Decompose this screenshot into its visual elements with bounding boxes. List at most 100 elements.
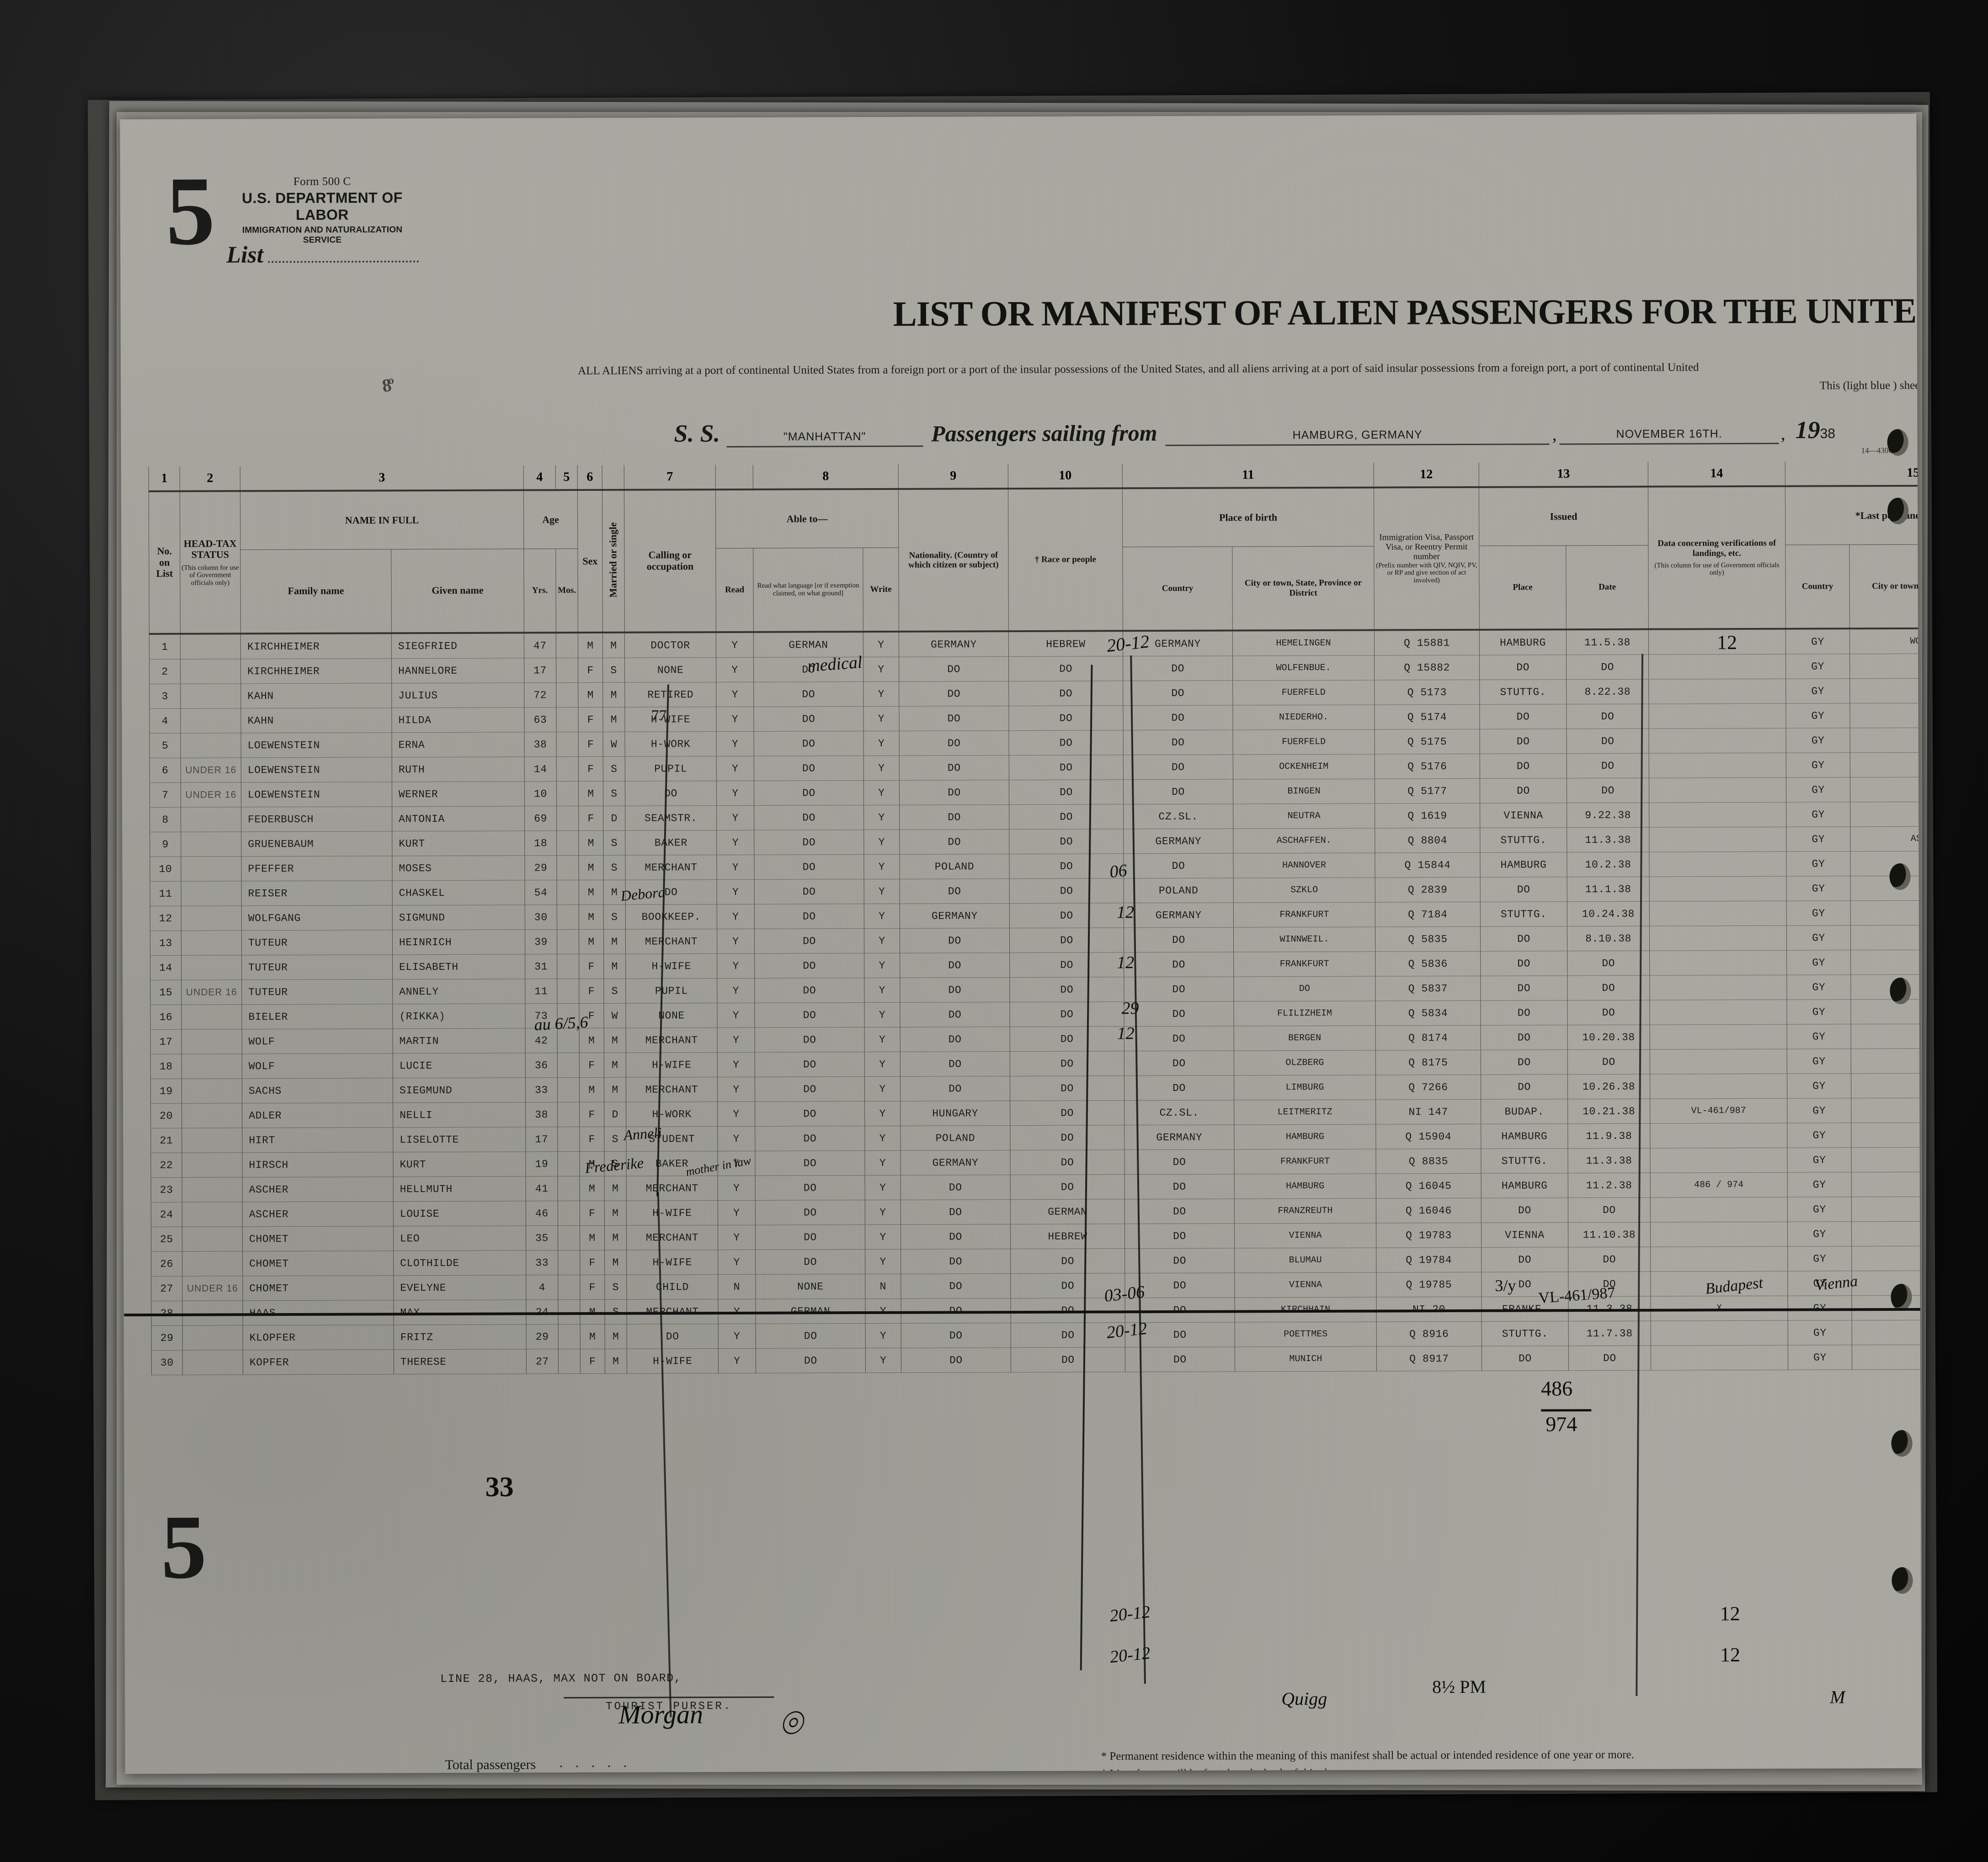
cell-verification-data: [1651, 1320, 1788, 1346]
cell-row-number: 14: [150, 955, 181, 980]
header-read: Read: [715, 548, 754, 633]
cell-sex: F: [578, 756, 603, 782]
cell-nationality: DO: [900, 977, 1010, 1003]
cell-sex: M: [580, 1176, 605, 1201]
cell-able-to-read: Y: [717, 1003, 755, 1028]
cell-age-months: [556, 682, 578, 708]
cell-visa-number: Q 5836: [1375, 951, 1481, 977]
cell-head-tax-status: [180, 708, 241, 734]
header-birth-city: City or town, State, Province or Distric…: [1232, 546, 1375, 631]
cell-birth-country: DO: [1124, 1051, 1234, 1076]
ss-label: S. S.: [674, 420, 720, 447]
cell-read-language: DO: [755, 1076, 865, 1102]
cell-family-name: CHOMET: [242, 1250, 394, 1276]
punch-hole-2: [1887, 497, 1909, 525]
cell-age-years: 33: [526, 1250, 558, 1275]
cell-read-language: DO: [753, 657, 863, 682]
cell-given-name: ANNELY: [392, 979, 525, 1004]
cell-occupation: H-WORK: [626, 1101, 718, 1127]
cell-visa-number: Q 19783: [1376, 1223, 1482, 1248]
cell-verification-data: [1649, 728, 1786, 754]
cell-married-single: M: [602, 707, 625, 732]
colnum-7: 7: [624, 465, 716, 490]
cell-row-number: 1: [149, 633, 181, 660]
cell-read-language: NONE: [755, 1274, 865, 1299]
cell-able-to-write: Y: [864, 1002, 901, 1027]
cell-birth-city: WOLFENBUE.: [1232, 655, 1375, 681]
cell-occupation: SEAMSTR.: [625, 805, 717, 831]
cell-issued-place: DO: [1481, 1197, 1568, 1223]
cell-given-name: HANNELORE: [391, 658, 524, 683]
cell-birth-country: DO: [1124, 977, 1234, 1002]
cell-issued-date: DO: [1567, 729, 1649, 754]
colnum-4: 4: [523, 465, 556, 490]
cell-row-number: 30: [151, 1350, 183, 1375]
cell-age-months: [558, 1250, 580, 1275]
passenger-table-wrapper: 1 2 3 4 5 6 7 8 9 10 11 12 13 14 15: [124, 460, 1922, 1701]
cell-age-months: [557, 880, 579, 905]
cell-residence-country: GY: [1787, 1221, 1852, 1247]
cell-issued-date: 8.10.38: [1567, 926, 1650, 951]
cell-sex: F: [580, 1250, 605, 1275]
cell-family-name: ASCHER: [242, 1176, 394, 1202]
cell-family-name: GRUENEBAUM: [241, 831, 392, 857]
cell-issued-date: 10.24.38: [1567, 901, 1650, 926]
cell-issued-place: DO: [1479, 704, 1567, 729]
cell-head-tax-status: UNDER 16: [181, 757, 241, 783]
cell-visa-number: Q 5177: [1375, 778, 1480, 804]
cell-issued-date: DO: [1566, 704, 1649, 729]
cell-race-or-people: DO: [1009, 927, 1124, 953]
cell-race-or-people: DO: [1009, 829, 1124, 854]
cell-visa-number: Q 15881: [1374, 629, 1480, 656]
cell-residence-city: ASCHAFFENBURG: [1850, 826, 1922, 851]
cell-issued-place: DO: [1480, 975, 1567, 1001]
cell-age-months: [556, 658, 578, 683]
cell-head-tax-status: [181, 1053, 242, 1079]
cell-residence-country: GY: [1785, 628, 1850, 654]
cell-birth-city: OLZBERG: [1234, 1050, 1376, 1076]
cell-age-months: [558, 1349, 581, 1374]
cell-issued-place: STUTTG.: [1480, 901, 1567, 927]
cell-race-or-people: DO: [1008, 705, 1124, 731]
cell-age-years: 18: [524, 830, 557, 856]
header-verification-data: Data concerning verifications of landing…: [1648, 486, 1786, 629]
cell-given-name: SIGMUND: [392, 904, 525, 930]
cell-row-number: 8: [149, 807, 181, 832]
cell-birth-city: LEITMERITZ: [1234, 1100, 1376, 1125]
cell-able-to-write: Y: [863, 854, 900, 879]
cell-residence-country: GY: [1786, 802, 1850, 827]
cell-age-months: [557, 1003, 580, 1028]
cell-family-name: KLOPFER: [243, 1325, 394, 1350]
cell-family-name: FEDERBUSCH: [241, 806, 392, 832]
cell-nationality: DO: [900, 1076, 1010, 1101]
cell-head-tax-status: [181, 881, 242, 906]
cell-able-to-read: Y: [718, 1250, 756, 1275]
cell-age-years: 72: [524, 682, 556, 708]
cell-age-years: 30: [525, 904, 557, 930]
cell-read-language: DO: [755, 1052, 865, 1077]
cell-married-single: M: [605, 1324, 627, 1349]
cell-verification-data: [1650, 1123, 1787, 1149]
cell-race-or-people: DO: [1010, 1075, 1125, 1101]
cell-residence-country: GY: [1787, 1246, 1852, 1271]
cell-verification-data: [1651, 1345, 1788, 1371]
cell-birth-city: FUERFELD: [1232, 680, 1375, 706]
cell-able-to-write: Y: [864, 953, 900, 978]
port-field: HAMBURG, GERMANY: [1165, 428, 1550, 446]
cell-visa-number: NI 147: [1375, 1099, 1481, 1125]
cell-head-tax-status: [182, 1251, 243, 1277]
cell-family-name: SACHS: [242, 1078, 393, 1103]
cell-age-months: [558, 1324, 581, 1349]
cell-sex: M: [579, 904, 604, 930]
cell-married-single: W: [603, 732, 625, 757]
cell-able-to-write: Y: [864, 978, 900, 1003]
cell-verification-data: [1649, 827, 1786, 852]
cell-residence-country: GY: [1787, 1098, 1851, 1123]
cell-nationality: GERMANY: [900, 903, 1010, 929]
cell-visa-number: Q 7184: [1375, 902, 1481, 927]
cell-occupation: MERCHANT: [626, 1077, 718, 1102]
cell-given-name: WERNER: [392, 781, 525, 807]
cell-race-or-people: DO: [1008, 656, 1123, 681]
cell-birth-country: DO: [1123, 681, 1233, 706]
cell-residence-country: GY: [1785, 703, 1850, 729]
